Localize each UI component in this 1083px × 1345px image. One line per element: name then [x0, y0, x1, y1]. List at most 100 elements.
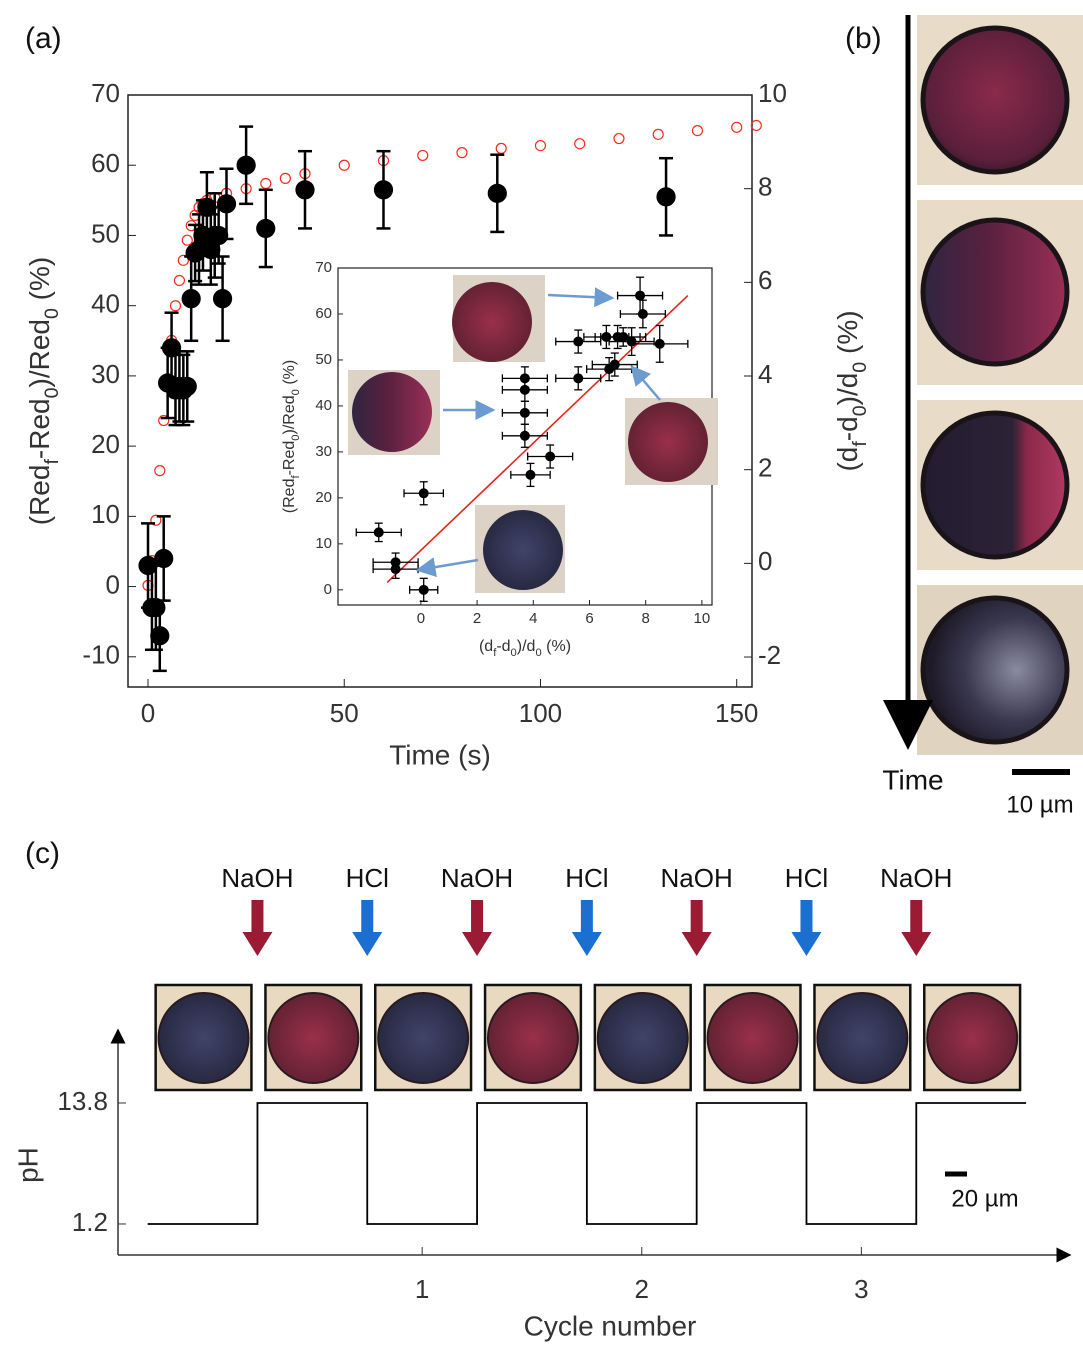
- y-tick-label: 50: [91, 218, 120, 248]
- data-point: [390, 564, 401, 575]
- x-tick-label: 0: [141, 698, 155, 728]
- y-axis-label-part: 0: [41, 308, 63, 319]
- y-axis-label-part: (%): [281, 360, 298, 389]
- inset-micrograph: [348, 370, 440, 455]
- y2-axis-label-part: 0: [849, 362, 871, 373]
- data-point: [609, 359, 620, 370]
- x-tick-label: 2: [635, 1274, 649, 1304]
- data-point: [656, 187, 676, 207]
- data-point: [158, 414, 170, 427]
- y-axis-label-part: 0: [290, 389, 302, 395]
- data-point: [279, 172, 291, 184]
- reagent-label: HCl: [346, 863, 389, 893]
- data-point: [519, 430, 530, 441]
- x-tick-label: 3: [854, 1274, 868, 1304]
- x-tick-label: 150: [715, 698, 758, 728]
- error-bar: [527, 444, 574, 469]
- y-axis-label-part: 0: [41, 387, 63, 398]
- data-point: [613, 132, 625, 145]
- x-axis-label-part: f: [493, 647, 497, 659]
- y2-axis-label-part: 0: [849, 405, 871, 416]
- data-point: [338, 159, 350, 171]
- thumb-cell: [352, 372, 432, 452]
- y-axis-label-part: 0: [290, 434, 302, 440]
- reagent-arrow: [462, 900, 493, 956]
- time-label: Time: [882, 764, 943, 795]
- y2-axis-label-part: f: [849, 441, 871, 447]
- thumb-cell: [452, 282, 532, 362]
- data-point: [750, 119, 762, 132]
- y-axis-label-part: )/Red: [281, 395, 298, 434]
- x-tick-label: 2: [473, 610, 481, 627]
- x-axis-label-part: )/d: [517, 638, 536, 655]
- ph-step-line: [147, 1102, 1027, 1225]
- y2-tick-label: 8: [758, 172, 772, 202]
- x-tick-label: 6: [585, 610, 593, 627]
- cell: [267, 992, 360, 1084]
- thumb-cell: [483, 510, 563, 590]
- y-axis-label-part: (Red: [281, 479, 298, 514]
- pointer-arrow: [547, 287, 615, 308]
- micrograph-stack: [917, 15, 1083, 755]
- data-point: [545, 451, 556, 462]
- y2-tick-label: 2: [758, 453, 772, 483]
- data-point: [154, 465, 166, 477]
- data-point: [652, 128, 664, 140]
- y-axis-label-part: (%): [24, 257, 55, 308]
- data-point: [691, 124, 704, 137]
- inset-micrograph: [452, 275, 545, 362]
- data-point: [519, 384, 530, 395]
- y2-axis-label-part: (%): [832, 310, 863, 361]
- x-axis-label: Cycle number: [524, 1310, 697, 1341]
- y-tick-label: 70: [91, 78, 120, 108]
- x-tick-label: 100: [519, 698, 562, 728]
- data-point: [417, 149, 429, 162]
- data-point: [418, 584, 429, 595]
- y-tick-label: 50: [315, 351, 332, 368]
- y2-tick-label: -2: [758, 640, 781, 670]
- data-point: [173, 274, 186, 287]
- x-axis-label-part: 0: [535, 647, 541, 659]
- data-point: [169, 300, 182, 312]
- plot-frame: [127, 94, 753, 688]
- y-tick-label: 0: [106, 569, 120, 599]
- reagent-arrow: [242, 900, 273, 956]
- reagent-label: NaOH: [441, 863, 513, 893]
- data-point: [635, 290, 646, 301]
- x-axis-label: Time (s): [389, 739, 491, 770]
- data-point: [573, 373, 584, 384]
- y-tick-label: -10: [82, 640, 120, 670]
- reagent-label: HCl: [565, 863, 608, 893]
- y-tick-label: 40: [315, 397, 332, 414]
- y2-tick-label: 10: [758, 78, 787, 108]
- y-tick-label: 0: [324, 581, 332, 598]
- cell: [706, 992, 799, 1084]
- data-point: [216, 194, 237, 214]
- y-axis-label-part: -Red: [281, 441, 298, 476]
- pointer-arrow: [630, 365, 661, 401]
- data-point: [618, 331, 629, 342]
- reagent-arrow: [791, 900, 822, 956]
- y-axis-label-part: -Red: [24, 398, 55, 459]
- x-axis-label-part: 0: [511, 647, 517, 659]
- reagent-arrow: [571, 900, 602, 956]
- y-axis-label: (Redf-Red0)/Red0 (%): [281, 360, 302, 513]
- y-tick-label: 60: [91, 148, 120, 178]
- data-point: [373, 527, 384, 538]
- panel-label: (a): [25, 22, 62, 55]
- data-point: [373, 180, 394, 200]
- y-tick-label: 10: [315, 535, 332, 552]
- data-point: [181, 234, 193, 246]
- x-axis-label-part: (%): [542, 638, 571, 655]
- y2-tick-label: 4: [758, 359, 772, 389]
- y-axis-label-part: )/Red: [24, 319, 55, 387]
- inset-micrograph: [625, 398, 718, 485]
- data-point: [260, 177, 272, 190]
- y2-axis-label-part: -d: [832, 416, 863, 441]
- data-point: [181, 289, 201, 309]
- y-tick-label: 20: [315, 489, 332, 506]
- reagent-label: NaOH: [221, 863, 293, 893]
- data-point: [654, 338, 665, 349]
- y-tick-label: 40: [91, 289, 120, 319]
